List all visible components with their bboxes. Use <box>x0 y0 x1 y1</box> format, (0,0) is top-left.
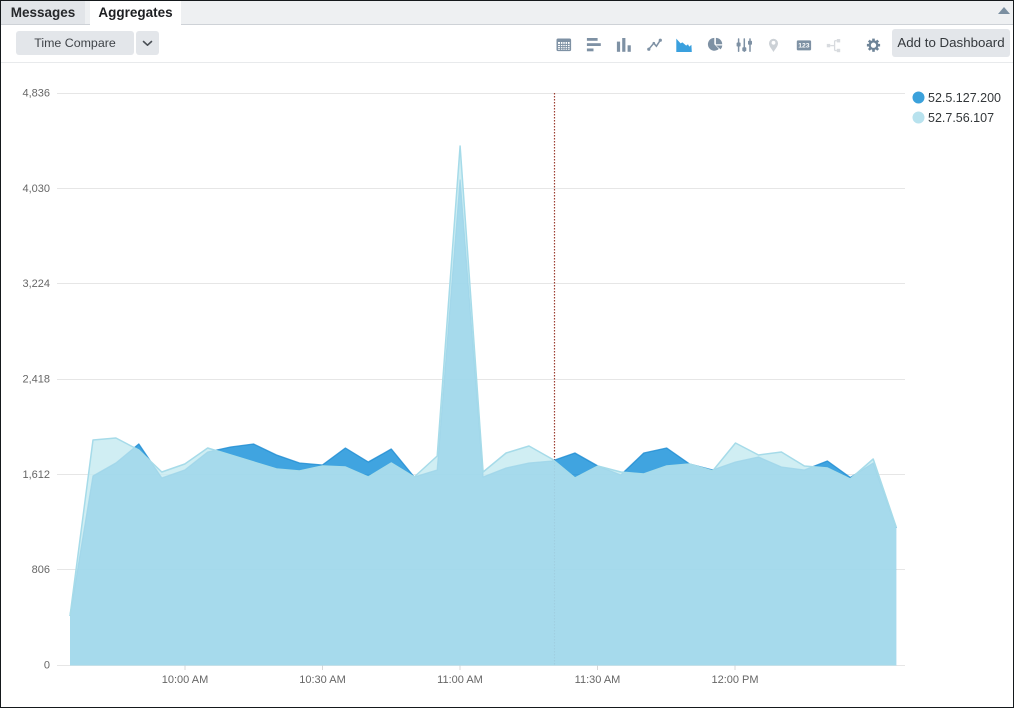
svg-text:806: 806 <box>32 564 50 576</box>
svg-text:2,418: 2,418 <box>22 374 50 386</box>
svg-text:11:30 AM: 11:30 AM <box>575 674 621 686</box>
svg-text:10:30 AM: 10:30 AM <box>299 674 345 686</box>
svg-text:123: 123 <box>798 43 810 50</box>
svg-text:10:00 AM: 10:00 AM <box>162 674 208 686</box>
svg-text:12:00 PM: 12:00 PM <box>711 674 758 686</box>
svg-text:0: 0 <box>44 660 50 672</box>
svg-text:4,030: 4,030 <box>22 183 50 195</box>
svg-text:3,224: 3,224 <box>22 278 50 290</box>
svg-text:1,612: 1,612 <box>22 469 50 481</box>
svg-text:11:00 AM: 11:00 AM <box>437 674 483 686</box>
svg-text:52.5.127.200: 52.5.127.200 <box>928 91 1001 105</box>
svg-text:4,836: 4,836 <box>22 88 50 100</box>
svg-text:52.7.56.107: 52.7.56.107 <box>928 111 994 125</box>
